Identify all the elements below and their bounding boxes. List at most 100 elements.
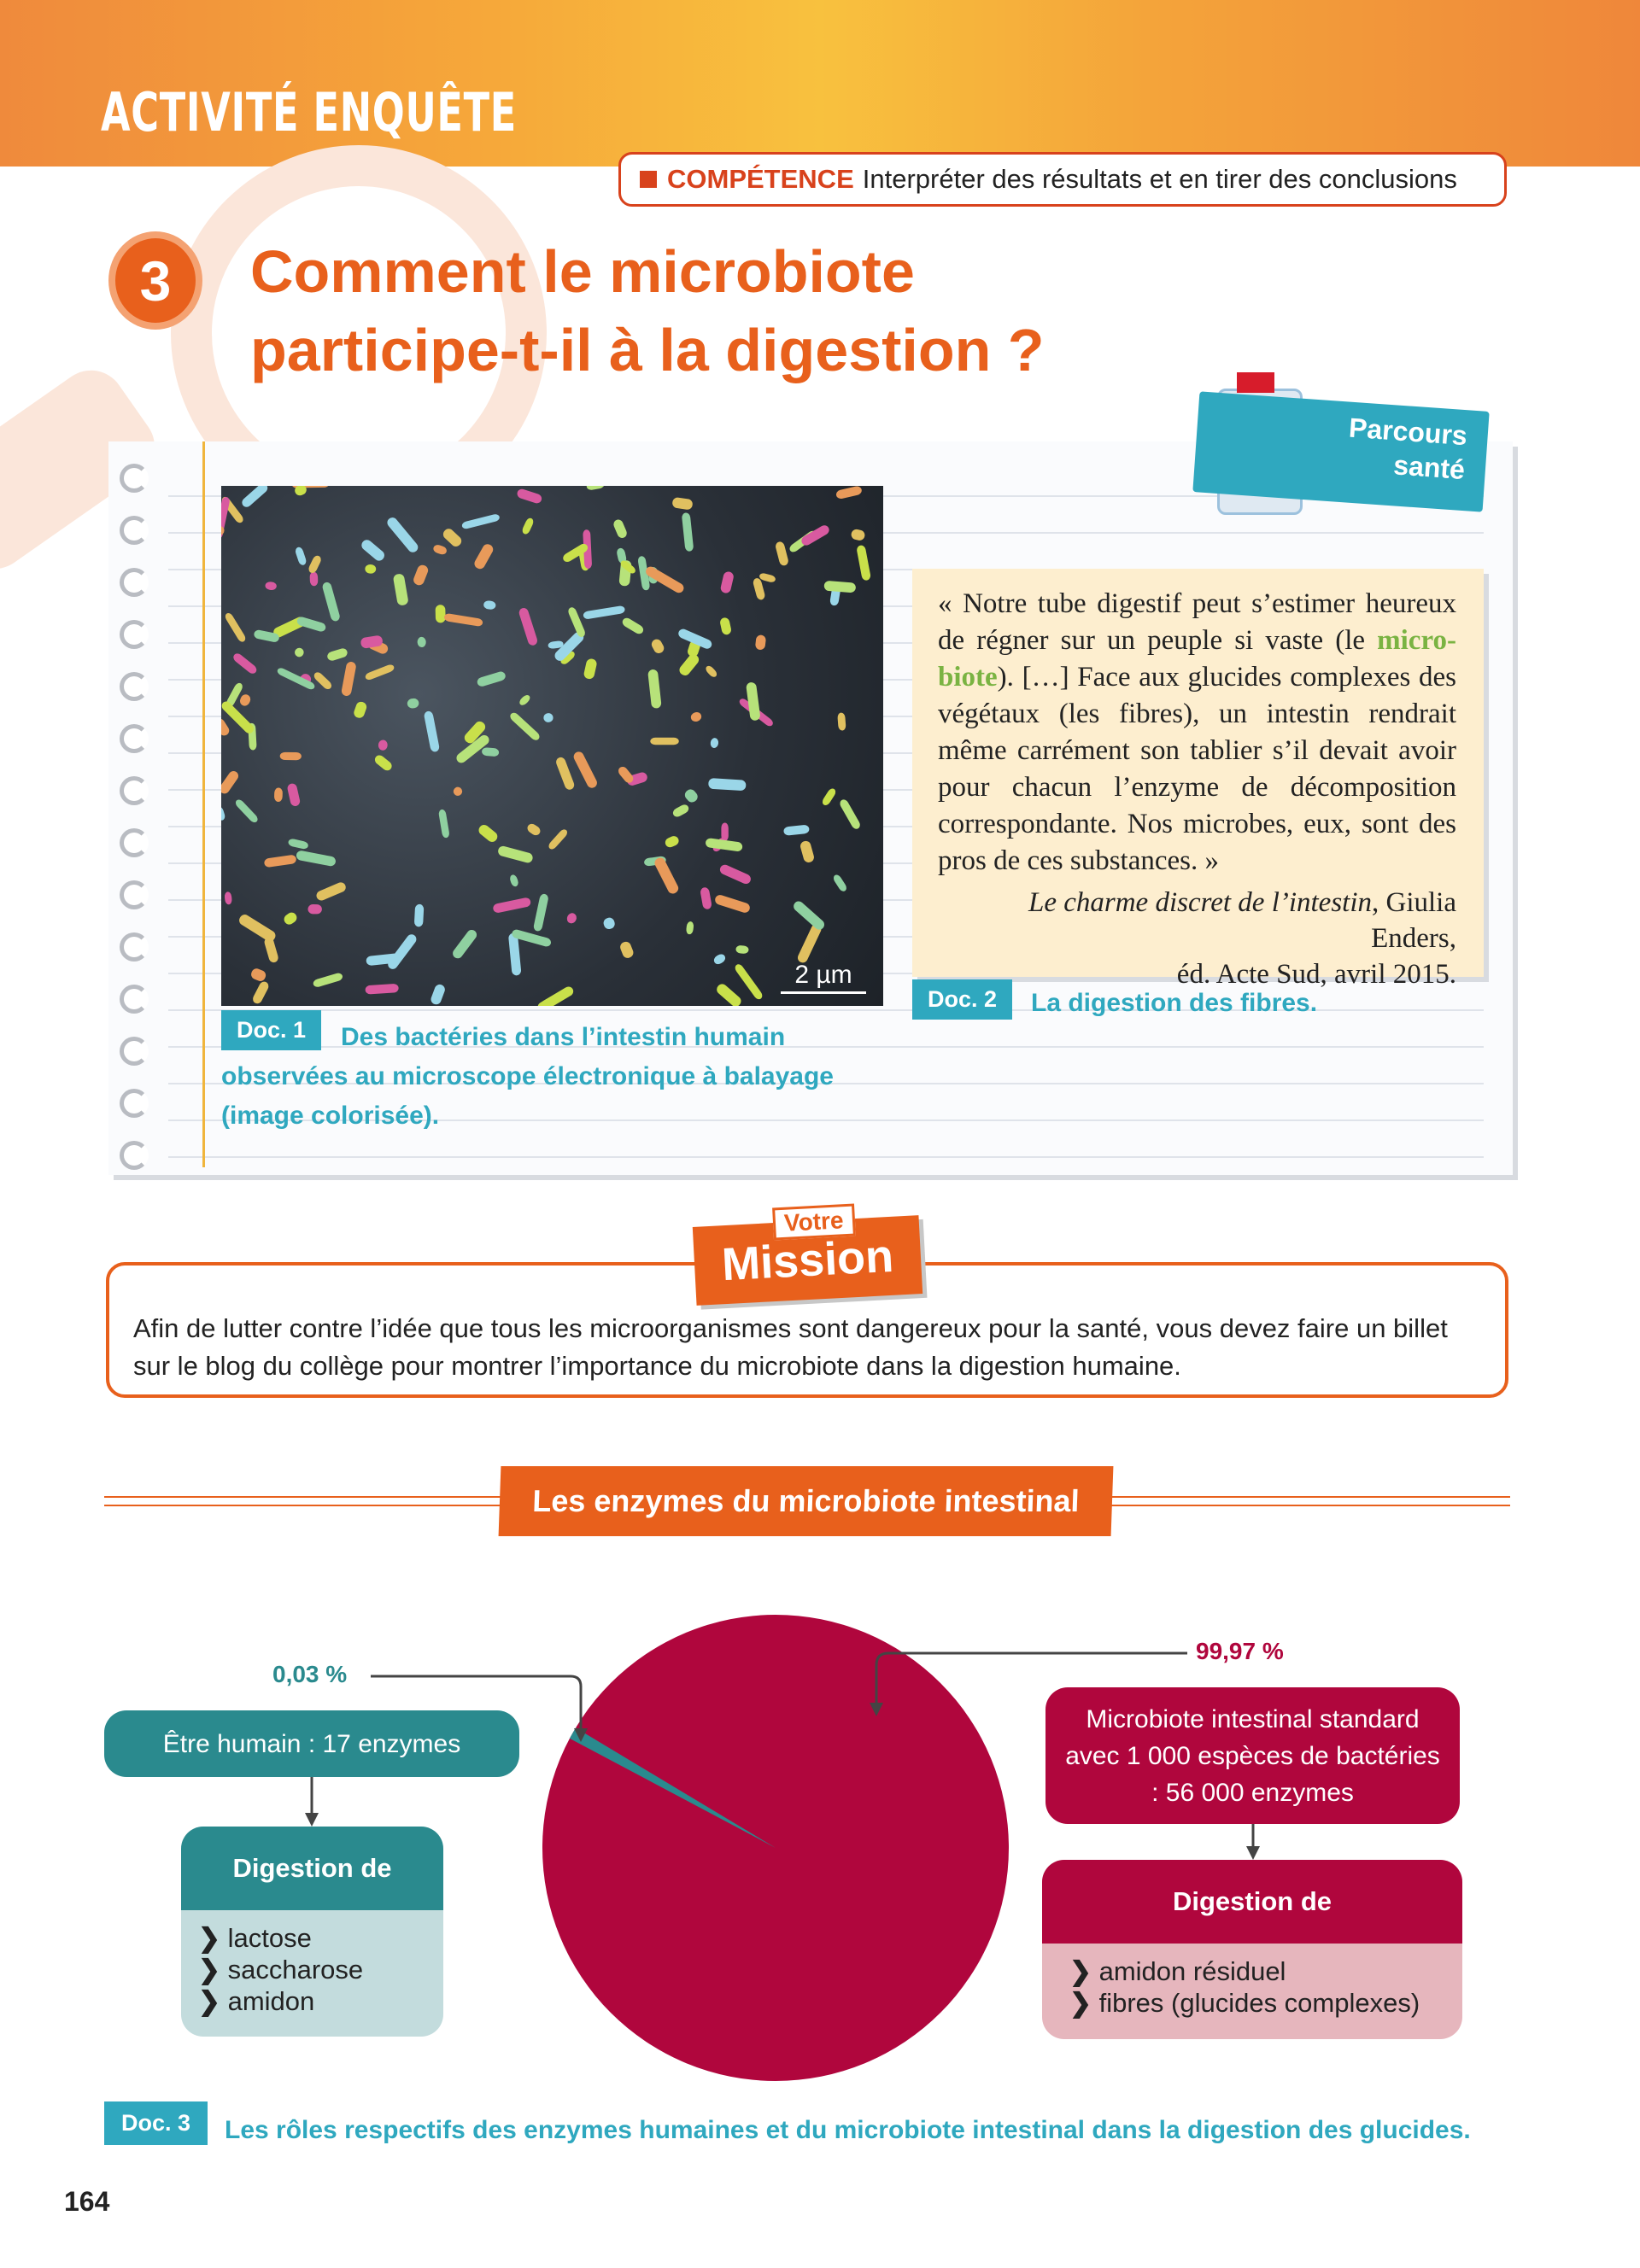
bacterium (759, 573, 776, 582)
bacterium (277, 668, 315, 690)
bacterium (622, 617, 644, 634)
bacterium (284, 912, 297, 925)
bacterium (512, 929, 551, 947)
ring-icon (120, 516, 149, 545)
bacterium (548, 640, 564, 649)
bacterium (672, 497, 693, 510)
bacterium (493, 897, 531, 913)
bacterium (686, 921, 694, 935)
bacterium (242, 486, 268, 507)
bacterium (717, 984, 741, 1006)
bacterium (313, 973, 343, 987)
bacterium (637, 556, 650, 591)
bacterium (498, 845, 533, 863)
scale-bar: 2 µm (781, 961, 866, 994)
human-digestion-title: Digestion de (181, 1827, 443, 1910)
doc2-caption: La digestion des fibres. (1031, 989, 1318, 1017)
bacterium (794, 901, 825, 930)
doc1-label: Doc. 1 (221, 1010, 322, 1050)
bacterium (537, 986, 574, 1006)
bacterium (309, 571, 319, 587)
microbiota-enzymes-box: Microbiote intestinal standard avec 1 00… (1046, 1687, 1460, 1824)
activity-banner (0, 0, 1640, 167)
ring-icon (120, 828, 149, 857)
bacterium (482, 747, 500, 757)
bacterium (442, 529, 462, 547)
bacterium (464, 721, 486, 744)
bacterium (797, 924, 822, 963)
bacterium (424, 710, 440, 752)
competence-box: COMPÉTENCE Interpréter des résultats et … (618, 152, 1507, 207)
bacterium (835, 486, 862, 499)
bacterium (563, 543, 589, 562)
quote-box: « Notre tube digestif peut s’estimer heu… (912, 569, 1484, 990)
ring-icon (120, 932, 149, 962)
bacterium (508, 932, 522, 976)
human-digestion-box: Digestion de lactose saccharose amidon (181, 1827, 443, 2037)
bacterium (620, 941, 634, 958)
bacterium (840, 799, 860, 829)
bacterium (387, 517, 419, 552)
bacterium (822, 788, 836, 806)
bacterium (435, 605, 446, 623)
bacterium (708, 778, 747, 791)
bacterium (833, 874, 846, 891)
ruled-line (168, 1009, 1484, 1011)
bacterium (735, 945, 749, 954)
bacterium (684, 789, 698, 803)
bacterium (354, 701, 367, 718)
bacterium (273, 617, 306, 638)
quote-text: « Notre tube digestif peut s’estimer heu… (938, 588, 1456, 876)
bacterium (453, 929, 477, 959)
microscope-image: 2 µm (221, 486, 883, 1006)
bacterium (618, 766, 634, 783)
bacterium (715, 895, 750, 913)
pie-slice-human (569, 1727, 776, 1848)
human-digestion-list: lactose saccharose amidon (181, 1910, 443, 2029)
bacterium (654, 857, 679, 894)
ring-icon (120, 724, 149, 753)
bacterium (620, 560, 636, 574)
bacterium (221, 718, 230, 736)
bacterium (235, 799, 258, 823)
bacterium (522, 517, 534, 535)
page-number: 164 (64, 2186, 110, 2217)
bacterium (721, 822, 729, 841)
bacterium (583, 658, 597, 680)
square-bullet-icon (640, 171, 657, 188)
bacterium (461, 514, 500, 529)
leader-line-microbiota (875, 1651, 1187, 1704)
bacterium (378, 739, 388, 751)
list-item: amidon résiduel (1069, 1955, 1445, 1987)
bacterium (573, 751, 597, 788)
banner-title: ACTIVITÉ ENQUÊTE (101, 81, 518, 143)
bacterium (221, 701, 254, 734)
bacterium (548, 829, 567, 850)
bacterium (735, 964, 763, 1000)
bacterium (483, 600, 496, 610)
bacterium (586, 486, 605, 490)
bacterium (296, 547, 307, 565)
doc3-caption: Les rôles respectifs des enzymes humaine… (225, 2116, 1471, 2144)
bacterium (288, 839, 308, 850)
bacterium (823, 581, 856, 593)
bacterium (221, 770, 239, 794)
bacterium (617, 547, 627, 564)
activity-number: 3 (108, 231, 202, 330)
bacterium (253, 981, 269, 1004)
bacterium (518, 608, 538, 646)
bacterium (556, 757, 575, 790)
scale-line (781, 991, 866, 994)
bacterium (279, 751, 302, 761)
bacterium (453, 786, 463, 796)
bacterium (407, 698, 419, 709)
bacterium (679, 654, 700, 676)
bacterium (308, 904, 322, 915)
bacterium (543, 713, 554, 722)
slice-label-microbiota: 99,97 % (1196, 1638, 1284, 1664)
notebook-margin-line (202, 441, 205, 1167)
bacterium (254, 629, 279, 642)
ruled-line (168, 1046, 1484, 1048)
ring-icon (120, 620, 149, 649)
